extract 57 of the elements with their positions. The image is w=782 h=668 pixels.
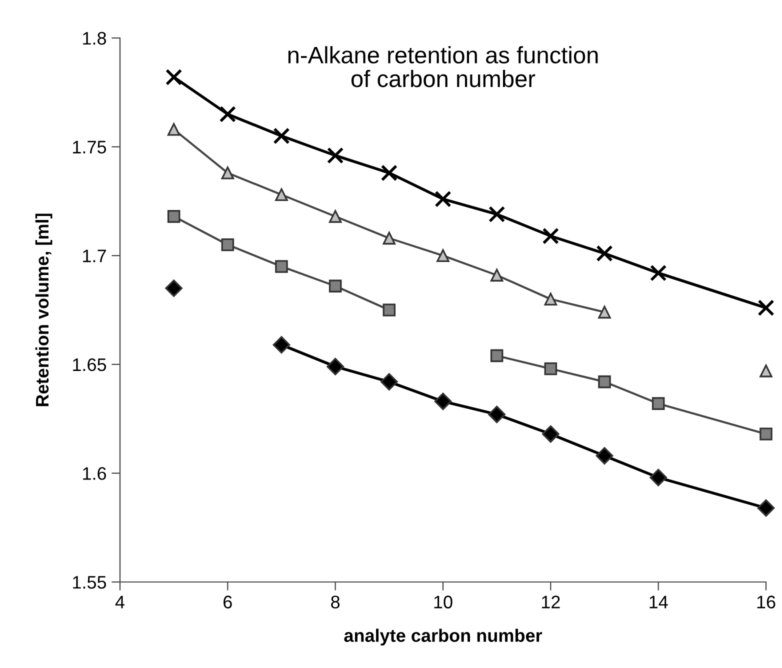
point (760, 364, 772, 378)
point (275, 260, 288, 273)
point (434, 392, 452, 410)
point (542, 425, 560, 443)
point (221, 166, 234, 180)
point (380, 164, 398, 182)
y-tick-label: 1.65 (73, 358, 106, 372)
point (758, 299, 774, 316)
point (221, 238, 234, 252)
point (598, 306, 611, 319)
x-tick-label: 8 (331, 596, 340, 608)
text: n-Alkane retention as function of carbon number (288, 46, 598, 88)
point (275, 188, 288, 202)
point (598, 375, 611, 388)
point (490, 268, 504, 282)
x-tick-label: 14 (650, 596, 668, 608)
x-tick-label: 10 (434, 596, 452, 608)
y-tick-label: 1.7 (83, 250, 106, 262)
point (760, 428, 772, 440)
point (436, 249, 450, 262)
x-tick-label: 16 (757, 596, 776, 608)
point (542, 228, 559, 244)
point (328, 210, 342, 223)
x-tick-label: 4 (115, 596, 124, 608)
x-tick-label: 12 (542, 596, 560, 608)
point (326, 358, 344, 376)
point (380, 373, 398, 390)
point (650, 468, 668, 486)
point (544, 292, 558, 306)
y-tick-label: 1.6 (83, 467, 106, 480)
point (596, 245, 613, 262)
x-tick-label: 6 (224, 596, 232, 608)
point (382, 232, 396, 245)
point (490, 349, 504, 362)
point (273, 128, 290, 144)
x-axis-title: analyte carbon number (344, 628, 542, 646)
point (167, 210, 180, 223)
point (652, 397, 665, 410)
point (382, 304, 396, 316)
y-tick-label: 1.75 (73, 140, 106, 154)
point (167, 123, 180, 136)
y-tick-label: 1.55 (73, 576, 106, 589)
point (165, 280, 183, 297)
y-tick-label: 1.8 (83, 32, 106, 45)
point (166, 68, 182, 86)
point (327, 147, 344, 164)
point (544, 362, 558, 376)
point (488, 406, 506, 424)
point (757, 499, 775, 517)
point (328, 280, 342, 292)
point (596, 447, 614, 464)
point (219, 106, 236, 122)
point (434, 190, 452, 208)
point (488, 206, 506, 223)
point (272, 336, 290, 354)
point (650, 264, 667, 282)
y-axis-title: Retention volume, [ml] (35, 214, 52, 406)
